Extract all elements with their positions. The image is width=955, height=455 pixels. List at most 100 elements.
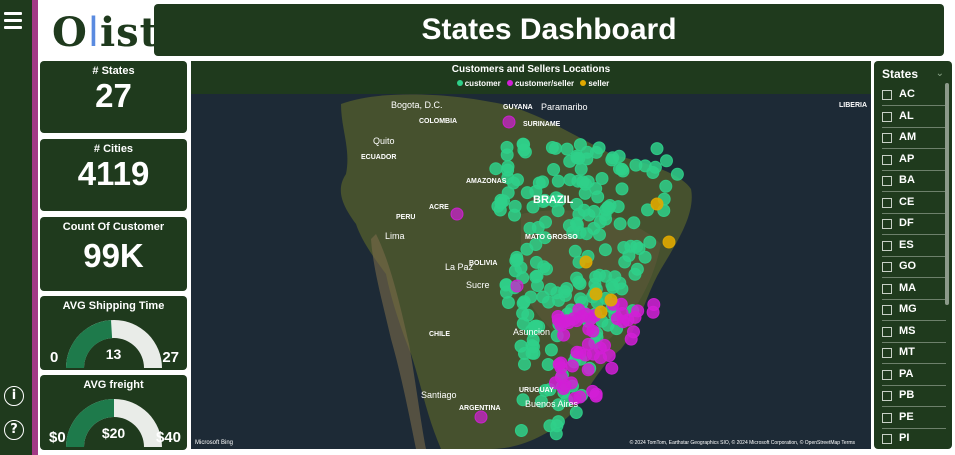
location-marker[interactable] bbox=[542, 295, 555, 309]
location-marker[interactable] bbox=[574, 162, 588, 176]
location-marker[interactable] bbox=[579, 255, 593, 269]
location-marker[interactable] bbox=[560, 282, 574, 295]
location-marker[interactable] bbox=[510, 250, 524, 264]
location-marker[interactable] bbox=[638, 250, 652, 264]
location-marker[interactable] bbox=[621, 313, 635, 327]
location-marker[interactable] bbox=[531, 221, 545, 234]
location-marker[interactable] bbox=[589, 287, 603, 301]
location-marker[interactable] bbox=[563, 173, 577, 187]
location-marker[interactable] bbox=[510, 279, 524, 293]
location-marker[interactable] bbox=[589, 145, 603, 159]
slicer-item-mg[interactable]: MG bbox=[882, 300, 946, 321]
location-marker[interactable] bbox=[544, 343, 558, 357]
checkbox-icon[interactable] bbox=[882, 326, 892, 337]
location-marker[interactable] bbox=[532, 176, 546, 190]
slicer-item-pe[interactable]: PE bbox=[882, 408, 946, 429]
checkbox-icon[interactable] bbox=[882, 391, 892, 401]
location-marker[interactable] bbox=[598, 243, 612, 257]
help-icon[interactable]: ? bbox=[4, 420, 24, 440]
slicer-item-mt[interactable]: MT bbox=[882, 343, 946, 364]
location-marker[interactable] bbox=[650, 197, 664, 211]
location-marker[interactable] bbox=[570, 345, 584, 359]
checkbox-icon[interactable] bbox=[882, 262, 892, 272]
location-marker[interactable] bbox=[627, 216, 641, 230]
location-marker[interactable] bbox=[641, 203, 654, 217]
checkbox-icon[interactable] bbox=[882, 240, 892, 251]
slicer-scrollbar[interactable] bbox=[945, 83, 949, 305]
slicer-item-pa[interactable]: PA bbox=[882, 365, 946, 386]
checkbox-icon[interactable] bbox=[882, 197, 892, 208]
location-marker[interactable] bbox=[603, 199, 617, 212]
location-marker[interactable] bbox=[541, 358, 555, 371]
satellite-map[interactable]: Bogota, D.C. COLOMBIA GUYANA Paramaribo … bbox=[191, 94, 871, 449]
slicer-item-ms[interactable]: MS bbox=[882, 322, 946, 343]
location-marker[interactable] bbox=[595, 172, 609, 185]
slicer-item-ac[interactable]: AC bbox=[882, 85, 946, 106]
chevron-down-icon[interactable]: ⌄ bbox=[935, 68, 944, 79]
location-marker[interactable] bbox=[489, 162, 503, 176]
checkbox-icon[interactable] bbox=[882, 90, 892, 100]
location-marker[interactable] bbox=[580, 152, 594, 166]
location-marker[interactable] bbox=[547, 163, 561, 176]
location-marker[interactable] bbox=[534, 394, 548, 408]
location-marker[interactable] bbox=[530, 269, 544, 283]
location-marker[interactable] bbox=[659, 179, 673, 193]
location-marker[interactable] bbox=[573, 138, 587, 152]
location-marker[interactable] bbox=[557, 328, 571, 342]
location-marker[interactable] bbox=[643, 235, 657, 249]
location-marker[interactable] bbox=[551, 174, 565, 188]
location-marker[interactable] bbox=[589, 182, 603, 196]
location-marker[interactable] bbox=[628, 267, 642, 281]
location-marker[interactable] bbox=[501, 296, 515, 309]
location-marker[interactable] bbox=[514, 424, 528, 437]
location-marker[interactable] bbox=[502, 115, 516, 129]
location-marker[interactable] bbox=[516, 393, 530, 407]
slicer-item-go[interactable]: GO bbox=[882, 257, 946, 278]
location-marker[interactable] bbox=[598, 338, 611, 352]
location-marker[interactable] bbox=[582, 208, 596, 222]
location-marker[interactable] bbox=[562, 219, 576, 233]
slicer-item-ap[interactable]: AP bbox=[882, 150, 946, 171]
location-marker[interactable] bbox=[549, 141, 562, 155]
location-marker[interactable] bbox=[529, 255, 543, 269]
checkbox-icon[interactable] bbox=[882, 154, 892, 165]
location-marker[interactable] bbox=[587, 221, 601, 235]
checkbox-icon[interactable] bbox=[882, 111, 892, 122]
location-marker[interactable] bbox=[624, 332, 638, 346]
location-marker[interactable] bbox=[529, 238, 543, 251]
location-marker[interactable] bbox=[631, 304, 645, 318]
location-marker[interactable] bbox=[578, 186, 592, 200]
location-marker[interactable] bbox=[526, 200, 540, 214]
location-marker[interactable] bbox=[568, 244, 582, 258]
location-marker[interactable] bbox=[646, 166, 660, 179]
location-marker[interactable] bbox=[538, 231, 552, 245]
location-marker[interactable] bbox=[569, 406, 583, 419]
slicer-item-df[interactable]: DF bbox=[882, 214, 946, 235]
location-marker[interactable] bbox=[646, 305, 660, 319]
location-marker[interactable] bbox=[586, 324, 600, 338]
location-marker[interactable] bbox=[616, 164, 630, 178]
slicer-item-ma[interactable]: MA bbox=[882, 279, 946, 300]
location-marker[interactable] bbox=[544, 282, 558, 296]
location-marker[interactable] bbox=[581, 337, 595, 351]
location-marker[interactable] bbox=[573, 226, 587, 239]
location-marker[interactable] bbox=[573, 390, 587, 404]
slicer-item-pb[interactable]: PB bbox=[882, 386, 946, 407]
location-marker[interactable] bbox=[572, 275, 586, 289]
location-marker[interactable] bbox=[560, 142, 574, 156]
checkbox-icon[interactable] bbox=[882, 369, 892, 380]
location-marker[interactable] bbox=[605, 361, 619, 375]
location-marker[interactable] bbox=[554, 370, 568, 384]
location-marker[interactable] bbox=[549, 427, 563, 441]
location-marker[interactable] bbox=[501, 160, 515, 174]
location-marker[interactable] bbox=[605, 153, 619, 167]
location-marker[interactable] bbox=[525, 346, 539, 360]
location-marker[interactable] bbox=[508, 199, 522, 213]
location-marker[interactable] bbox=[518, 357, 531, 371]
checkbox-icon[interactable] bbox=[882, 283, 892, 294]
location-marker[interactable] bbox=[581, 363, 595, 377]
location-marker[interactable] bbox=[660, 154, 673, 168]
slicer-item-es[interactable]: ES bbox=[882, 236, 946, 257]
hamburger-menu-icon[interactable] bbox=[4, 12, 24, 30]
location-marker[interactable] bbox=[551, 204, 565, 218]
